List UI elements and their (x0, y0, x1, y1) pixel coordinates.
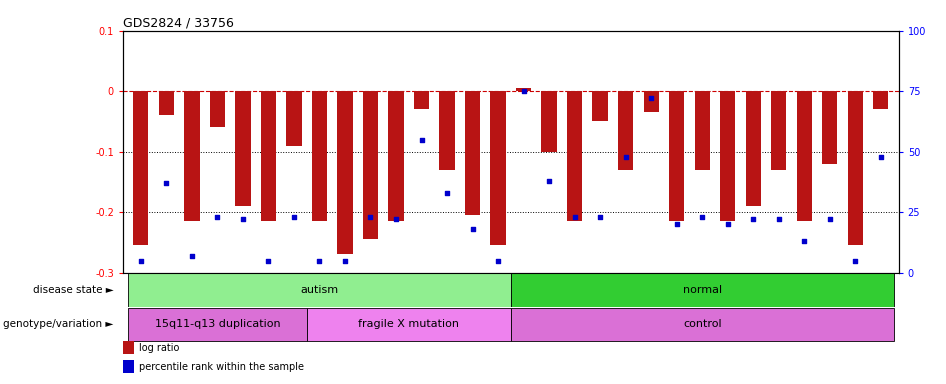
Bar (643, 91, 658, 113)
Bar (541, 91, 557, 152)
Point (720, 221, 735, 227)
Point (261, 257, 276, 263)
Point (694, 214, 710, 220)
Point (873, 154, 888, 160)
Bar (822, 91, 837, 164)
Text: normal: normal (683, 285, 722, 295)
Point (465, 226, 481, 232)
Point (414, 136, 429, 142)
Point (287, 214, 302, 220)
Bar (618, 91, 633, 170)
Point (848, 257, 863, 263)
Bar (307, 308, 511, 341)
Bar (511, 273, 894, 306)
Bar (516, 88, 532, 91)
Point (440, 190, 455, 196)
Bar (128, 308, 307, 341)
Bar (210, 91, 225, 127)
Bar (413, 91, 429, 109)
Bar (694, 91, 710, 170)
Point (567, 214, 582, 220)
Bar (873, 91, 888, 109)
Text: disease state ►: disease state ► (33, 285, 114, 295)
Point (745, 216, 761, 222)
Bar (312, 91, 327, 221)
Bar (511, 308, 894, 341)
Bar (184, 91, 200, 221)
Bar (669, 91, 684, 221)
Point (618, 154, 633, 160)
Point (669, 221, 684, 227)
Point (389, 216, 404, 222)
Point (771, 216, 786, 222)
Bar (338, 91, 353, 255)
Bar (745, 91, 761, 206)
Point (184, 253, 200, 259)
Bar (389, 91, 404, 221)
Text: fragile X mutation: fragile X mutation (359, 319, 459, 329)
Point (643, 95, 658, 101)
Text: control: control (683, 319, 722, 329)
Text: percentile rank within the sample: percentile rank within the sample (139, 362, 304, 372)
Point (159, 180, 174, 186)
Point (312, 257, 327, 263)
Point (236, 216, 251, 222)
Bar (567, 91, 583, 221)
Text: GDS2824 / 33756: GDS2824 / 33756 (123, 17, 234, 30)
Point (491, 257, 506, 263)
Bar (261, 91, 276, 221)
Point (797, 238, 812, 244)
Bar (490, 91, 506, 245)
Point (363, 214, 378, 220)
Bar (720, 91, 735, 221)
Bar (287, 91, 302, 146)
Bar (128, 273, 511, 306)
Point (541, 178, 556, 184)
Point (210, 214, 225, 220)
Bar (771, 91, 786, 170)
Bar (797, 91, 812, 221)
Bar (159, 91, 174, 115)
Bar (133, 91, 149, 245)
Bar (464, 91, 481, 215)
Point (133, 257, 149, 263)
Point (516, 88, 531, 94)
Text: genotype/variation ►: genotype/variation ► (3, 319, 114, 329)
Text: log ratio: log ratio (139, 343, 180, 353)
Bar (848, 91, 863, 245)
Bar (363, 91, 378, 239)
Text: 15q11-q13 duplication: 15q11-q13 duplication (154, 319, 280, 329)
Text: autism: autism (301, 285, 339, 295)
Point (822, 216, 837, 222)
Point (592, 214, 607, 220)
Bar (439, 91, 455, 170)
Bar (592, 91, 607, 121)
Bar (236, 91, 251, 206)
Point (338, 257, 353, 263)
